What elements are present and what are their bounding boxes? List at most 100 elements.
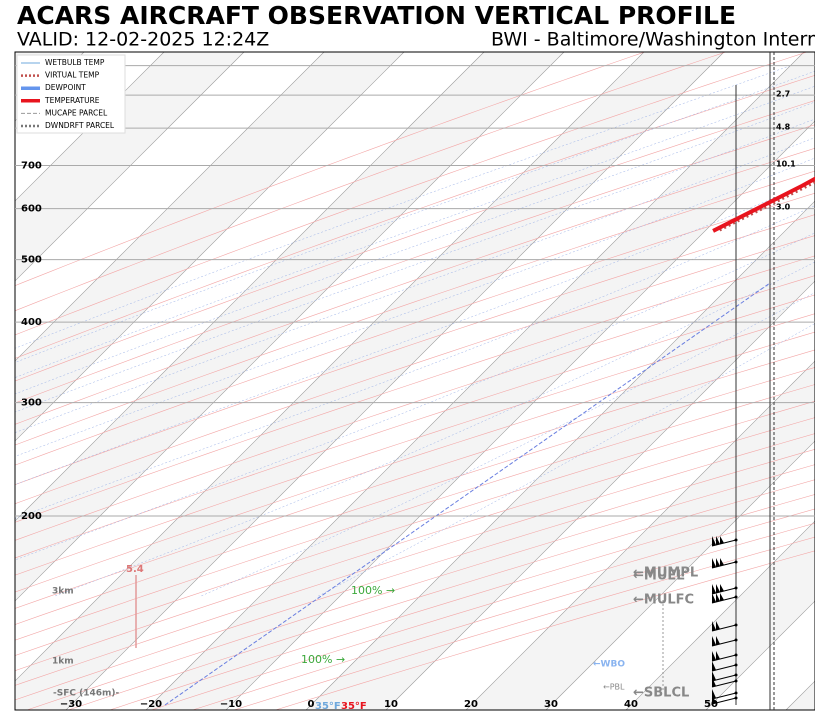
moist-adiabat [15, 101, 815, 395]
annotation: ←MUMPL [633, 566, 698, 581]
dry-adiabat [15, 313, 815, 576]
annotation: -SFC (146m)- [53, 689, 119, 699]
barb-flag [716, 584, 720, 593]
isotherm [15, 52, 165, 202]
isotherm-band [15, 52, 724, 710]
dry-adiabat [15, 417, 815, 672]
dry-adiabat [15, 147, 815, 425]
isotherm [15, 52, 565, 602]
barb-dot [734, 623, 738, 627]
annotation: 1km [52, 657, 74, 667]
moist-adiabat [53, 261, 815, 597]
isotherm [15, 52, 325, 362]
legend-label: DWNDRFT PARCEL [45, 121, 115, 130]
y-tick-label: 300 [21, 398, 42, 409]
barb-flag [712, 651, 716, 661]
dry-adiabat [15, 100, 815, 382]
legend-label: DEWPOINT [45, 83, 86, 92]
dry-adiabat [15, 433, 815, 686]
x-tick-label: 50 [704, 699, 718, 710]
barb-dot [734, 696, 738, 700]
legend-label: TEMPERATURE [44, 96, 100, 105]
isotherm [225, 120, 815, 710]
isotherm [0, 52, 4, 710]
background [0, 52, 815, 710]
dry-adiabat [15, 235, 815, 505]
dry-adiabat [15, 214, 815, 486]
histogram-label: 4.8 [776, 123, 791, 132]
x-tick-label: 0 [308, 699, 315, 710]
y-tick-label: 600 [21, 204, 42, 215]
isotherm [465, 360, 815, 710]
isotherm [145, 52, 805, 710]
x-tick-label: 30 [544, 699, 558, 710]
barb-flag [716, 536, 720, 545]
dry-adiabat [15, 52, 807, 336]
annotation: 100% → [301, 653, 345, 666]
barb-flag [712, 621, 716, 631]
moist-adiabat [15, 157, 815, 457]
wind-barb [711, 651, 738, 662]
dry-adiabat [15, 52, 645, 286]
isotherm [545, 440, 815, 710]
y-tick-label: 700 [21, 160, 42, 171]
barb-flag [716, 621, 720, 630]
barb-flag [716, 558, 720, 567]
moist-adiabat [317, 323, 815, 597]
legend-label: MUCAPE PARCEL [45, 108, 108, 117]
dry-adiabat [15, 331, 815, 593]
wind-barb [711, 677, 738, 688]
x-tick-label: −30 [60, 699, 82, 710]
dry-adiabat [15, 255, 815, 523]
barb-flag [716, 651, 720, 660]
wind-barb [711, 636, 738, 647]
annotation: ←WBO [593, 660, 625, 670]
barb-flag [720, 558, 724, 566]
y-tick-label: 400 [21, 317, 42, 328]
location: BWI - Baltimore/Washington Intern [491, 29, 815, 51]
histogram-label: 10.1 [776, 160, 796, 169]
isotherm [15, 52, 645, 682]
moist-adiabat [15, 85, 815, 378]
barb-flag [712, 677, 716, 687]
barb-flag [712, 558, 716, 568]
freezing-line [164, 282, 771, 706]
barb-dot [734, 595, 738, 599]
moist-adiabat [15, 205, 815, 519]
dry-adiabat [15, 170, 815, 446]
annotation: 35°F [315, 701, 341, 712]
moist-adiabat [15, 180, 815, 485]
y-tick-label: 500 [21, 255, 42, 266]
plot-frame [14, 51, 815, 711]
annotation: ←SBLCL [633, 686, 689, 701]
barb-dot [734, 586, 738, 590]
annotation: ←MUEL [633, 569, 685, 584]
barb-dot [734, 679, 738, 683]
isotherm [15, 52, 485, 522]
barb-flag [712, 694, 716, 704]
barb-flag [716, 593, 720, 602]
chart-subtitle: VALID: 12-02-2025 12:24Z [17, 29, 269, 51]
wind-barb [711, 558, 738, 569]
dry-adiabat [15, 400, 815, 656]
annotation: ←MULFC [633, 593, 694, 608]
barb-dot [734, 663, 738, 667]
barb-flag [720, 584, 724, 592]
wind-barb [711, 593, 738, 604]
legend-label: VIRTUAL TEMP [45, 71, 100, 80]
moist-adiabat [15, 65, 791, 349]
annotation: 5.4 [126, 564, 144, 575]
dry-adiabat [15, 52, 726, 312]
annotation: 35°F [341, 701, 367, 712]
isotherm-band [146, 52, 815, 710]
barb-dot [734, 638, 738, 642]
barb-flag [712, 536, 716, 546]
barb-flag [712, 593, 716, 603]
histogram-label: 2.7 [776, 90, 790, 99]
wind-barb [711, 584, 738, 595]
barb-flag [720, 593, 724, 601]
legend-box [16, 54, 126, 134]
x-tick-label: 40 [624, 699, 638, 710]
isotherm [305, 200, 815, 710]
